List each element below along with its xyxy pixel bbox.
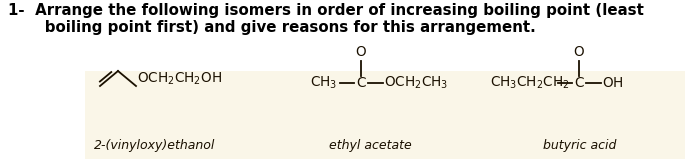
Text: $\mathregular{OH}$: $\mathregular{OH}$ <box>602 76 624 90</box>
Text: $\mathregular{OCH_2CH_3}$: $\mathregular{OCH_2CH_3}$ <box>384 75 449 91</box>
Text: O: O <box>574 45 584 59</box>
Text: O: O <box>356 45 366 59</box>
Text: $\mathregular{OCH_2CH_2OH}$: $\mathregular{OCH_2CH_2OH}$ <box>137 71 222 87</box>
Text: 2-(vinyloxy)ethanol: 2-(vinyloxy)ethanol <box>94 139 216 152</box>
FancyBboxPatch shape <box>85 71 685 159</box>
Text: ethyl acetate: ethyl acetate <box>328 139 412 152</box>
Text: $\mathregular{CH_3}$: $\mathregular{CH_3}$ <box>310 75 337 91</box>
Text: C: C <box>356 76 365 90</box>
Text: butyric acid: butyric acid <box>543 139 617 152</box>
Text: 1-  Arrange the following isomers in order of increasing boiling point (least: 1- Arrange the following isomers in orde… <box>8 3 644 18</box>
Text: $\mathregular{CH_3CH_2CH_2}$: $\mathregular{CH_3CH_2CH_2}$ <box>490 75 570 91</box>
Text: C: C <box>574 76 584 90</box>
Text: boiling point first) and give reasons for this arrangement.: boiling point first) and give reasons fo… <box>8 20 536 35</box>
